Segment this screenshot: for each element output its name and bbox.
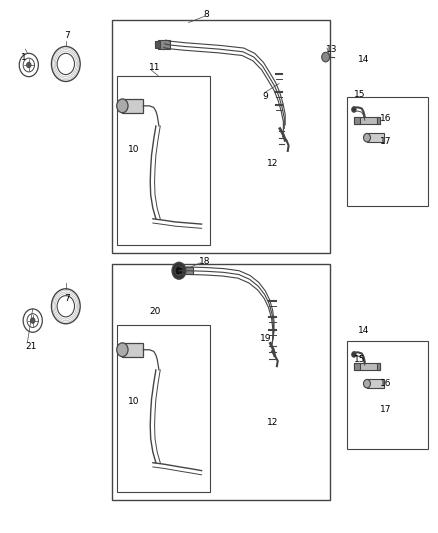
Bar: [158, 39, 170, 49]
Circle shape: [352, 107, 356, 112]
Text: 13: 13: [325, 45, 337, 54]
Text: 7: 7: [64, 294, 70, 303]
Bar: [113, 20, 330, 253]
Circle shape: [364, 379, 371, 388]
Bar: [354, 363, 360, 370]
Text: 10: 10: [127, 146, 139, 155]
Circle shape: [117, 343, 128, 357]
Bar: [354, 117, 360, 124]
Text: 21: 21: [25, 342, 37, 351]
Circle shape: [117, 99, 128, 113]
Bar: [117, 325, 210, 492]
Text: 16: 16: [380, 378, 392, 387]
Text: 12: 12: [267, 159, 278, 167]
Bar: [354, 117, 380, 124]
Bar: [377, 117, 380, 124]
Text: 7: 7: [64, 31, 70, 41]
Circle shape: [364, 133, 371, 142]
Text: 17: 17: [380, 138, 392, 147]
Circle shape: [172, 262, 186, 279]
Circle shape: [31, 318, 35, 323]
Circle shape: [322, 52, 329, 62]
Bar: [183, 267, 193, 274]
Text: 20: 20: [149, 307, 161, 316]
Text: 8: 8: [204, 10, 209, 19]
Text: 17: 17: [380, 405, 392, 414]
Text: 15: 15: [354, 355, 365, 364]
Text: 12: 12: [267, 418, 278, 427]
Text: 11: 11: [149, 63, 161, 72]
Bar: [347, 97, 428, 206]
Bar: [122, 99, 143, 113]
Text: 10: 10: [127, 397, 139, 406]
Bar: [377, 363, 380, 370]
Text: 9: 9: [262, 92, 268, 101]
Text: 18: 18: [199, 257, 211, 265]
Text: 16: 16: [380, 114, 392, 123]
Text: 14: 14: [358, 326, 370, 335]
Circle shape: [27, 62, 31, 68]
Bar: [354, 363, 380, 370]
Text: 14: 14: [358, 55, 370, 64]
Bar: [117, 76, 210, 245]
Circle shape: [352, 352, 356, 357]
Bar: [122, 343, 143, 357]
Text: 1: 1: [21, 53, 27, 62]
Bar: [113, 264, 330, 500]
Circle shape: [175, 266, 183, 276]
Bar: [367, 133, 385, 142]
Bar: [347, 341, 428, 449]
Bar: [155, 41, 160, 48]
Text: 15: 15: [354, 90, 365, 99]
Bar: [367, 379, 385, 388]
Text: 19: 19: [260, 334, 272, 343]
